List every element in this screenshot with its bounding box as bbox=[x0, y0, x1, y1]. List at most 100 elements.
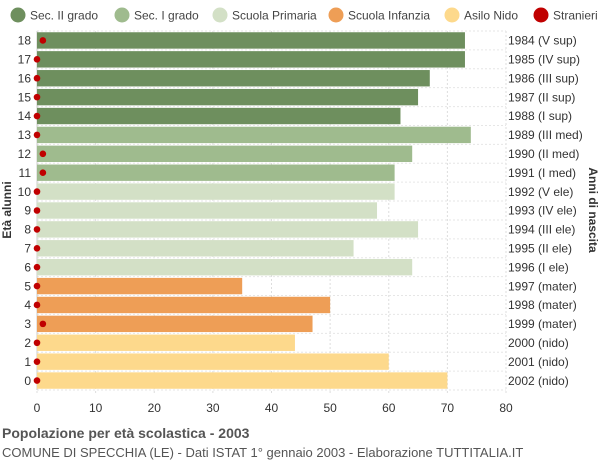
legend-label: Sec. I grado bbox=[134, 9, 199, 23]
bar bbox=[37, 353, 389, 370]
stranieri-dot bbox=[33, 188, 41, 195]
x-tick-label: 50 bbox=[323, 401, 337, 415]
birth-year-tick-labels: 1984 (V sup) 1985 (IV sup) 1986 (III sup) 1… bbox=[508, 34, 583, 388]
stranieri-dot bbox=[33, 112, 41, 120]
x-tick-label: 10 bbox=[89, 401, 103, 415]
birth-tick-label: 1985 (IV sup) bbox=[508, 53, 580, 67]
legend-label: Sec. II grado bbox=[30, 9, 98, 23]
age-tick-label: 17 bbox=[18, 53, 32, 67]
bar bbox=[37, 240, 354, 257]
bar bbox=[37, 277, 243, 295]
birth-tick-label: 1993 (IV ele) bbox=[508, 204, 577, 218]
birth-tick-label: 1990 (II med) bbox=[508, 147, 579, 161]
x-tick-label: 70 bbox=[441, 401, 455, 415]
x-tick-label: 80 bbox=[499, 401, 513, 415]
stranieri-dot bbox=[33, 282, 41, 290]
bar bbox=[37, 70, 430, 87]
legend-item: Stranieri bbox=[533, 7, 598, 23]
legend-swatch bbox=[533, 7, 549, 23]
birth-tick-label: 1992 (V ele) bbox=[508, 185, 573, 199]
bars bbox=[37, 32, 471, 389]
bar bbox=[37, 372, 448, 389]
x-tick-label: 0 bbox=[34, 401, 41, 415]
stranieri-dot bbox=[33, 131, 41, 139]
bar bbox=[37, 315, 313, 333]
birth-tick-label: 1997 (mater) bbox=[508, 279, 577, 293]
birth-tick-label: 1984 (V sup) bbox=[508, 34, 577, 48]
legend-item: Scuola Infanzia bbox=[328, 7, 430, 23]
birth-tick-label: 1996 (I ele) bbox=[508, 260, 569, 274]
stranieri-dot bbox=[33, 93, 41, 101]
x-tick-labels: 0 10 20 30 40 50 60 70 80 bbox=[34, 401, 513, 415]
stranieri-dot bbox=[33, 244, 41, 252]
age-tick-label: 9 bbox=[24, 204, 31, 218]
bar bbox=[37, 88, 419, 106]
bar bbox=[37, 258, 413, 276]
legend-label: Asilo Nido bbox=[464, 9, 518, 23]
stranieri-dot bbox=[39, 37, 47, 44]
bar bbox=[37, 334, 295, 351]
bar bbox=[37, 221, 419, 238]
legend-label: Scuola Infanzia bbox=[348, 9, 430, 23]
legend-swatch bbox=[10, 7, 26, 23]
legend-item: Sec. I grado bbox=[114, 7, 199, 23]
legend: Sec. II grado Sec. I grado Scuola Primaria… bbox=[10, 7, 598, 23]
stranieri-dot bbox=[33, 301, 41, 309]
age-tick-label: 1 bbox=[24, 355, 31, 369]
birth-tick-label: 1987 (II sup) bbox=[508, 90, 575, 104]
legend-swatch bbox=[444, 7, 460, 23]
stranieri-dot bbox=[39, 320, 47, 328]
birth-tick-label: 1991 (I med) bbox=[508, 166, 576, 180]
bar bbox=[37, 202, 378, 219]
chart-subtitle: COMUNE DI SPECCHIA (LE) - Dati ISTAT 1° … bbox=[2, 445, 524, 460]
age-tick-label: 5 bbox=[24, 279, 31, 293]
age-tick-label: 14 bbox=[18, 109, 32, 123]
legend-label: Stranieri bbox=[553, 9, 598, 23]
birth-tick-label: 1989 (III med) bbox=[508, 128, 583, 142]
age-tick-label: 16 bbox=[18, 71, 32, 85]
x-tick-label: 40 bbox=[265, 401, 279, 415]
bar bbox=[37, 183, 395, 200]
age-tick-label: 10 bbox=[18, 185, 32, 199]
age-tick-label: 18 bbox=[18, 34, 32, 48]
age-tick-label: 2 bbox=[24, 336, 31, 350]
stranieri-dot bbox=[33, 207, 41, 214]
stranieri-dot bbox=[33, 263, 41, 271]
birth-tick-label: 1986 (III sup) bbox=[508, 71, 579, 85]
bar bbox=[37, 126, 471, 144]
legend-swatch bbox=[328, 7, 344, 23]
stranieri-dot bbox=[39, 150, 47, 158]
stranieri-dot bbox=[39, 169, 47, 177]
birth-tick-label: 1988 (I sup) bbox=[508, 109, 572, 123]
legend-item: Sec. II grado bbox=[10, 7, 98, 23]
birth-tick-label: 2001 (nido) bbox=[508, 355, 569, 369]
age-tick-label: 4 bbox=[24, 298, 31, 312]
age-tick-label: 8 bbox=[24, 223, 31, 237]
age-tick-label: 13 bbox=[18, 128, 32, 142]
legend-swatch bbox=[114, 7, 130, 23]
x-tick-label: 30 bbox=[206, 401, 220, 415]
age-tick-label: 12 bbox=[18, 147, 32, 161]
legend-swatch bbox=[212, 7, 228, 23]
bar bbox=[37, 51, 465, 68]
x-tick-label: 20 bbox=[148, 401, 162, 415]
stranieri-dot bbox=[33, 226, 41, 233]
stranieri-dot bbox=[33, 339, 41, 347]
age-tick-label: 15 bbox=[18, 90, 32, 104]
stranieri-dot bbox=[33, 377, 41, 384]
age-tick-label: 11 bbox=[19, 166, 32, 180]
x-tick-label: 60 bbox=[382, 401, 396, 415]
age-tick-label: 0 bbox=[24, 374, 31, 388]
chart-title: Popolazione per età scolastica - 2003 bbox=[2, 425, 250, 441]
stranieri-dot bbox=[33, 56, 41, 63]
stranieri-dot bbox=[33, 74, 41, 82]
y-axis-title-left: Età alunni bbox=[0, 181, 14, 238]
age-tick-label: 3 bbox=[24, 317, 31, 331]
stranieri-dot bbox=[33, 358, 41, 365]
age-tick-label: 7 bbox=[24, 241, 31, 255]
legend-item: Asilo Nido bbox=[444, 7, 518, 23]
bar bbox=[37, 107, 401, 125]
age-tick-label: 6 bbox=[24, 260, 31, 274]
stranieri-markers bbox=[33, 37, 47, 384]
